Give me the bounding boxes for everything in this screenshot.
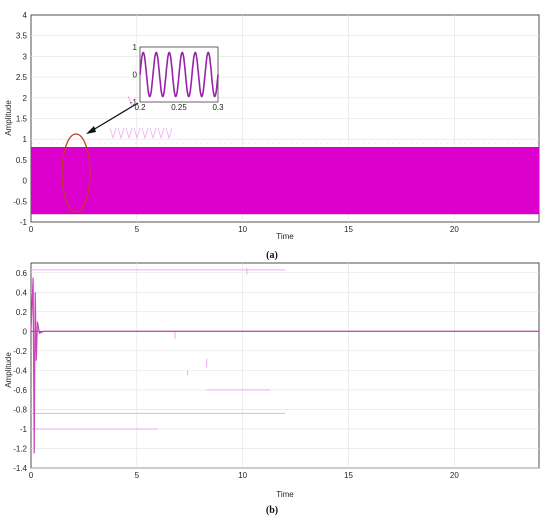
x-tick-label: 15 [344, 471, 353, 480]
inset-y-tick-label: 1 [133, 43, 138, 52]
y-tick-label: -1.4 [13, 464, 27, 473]
y-tick-label: 0.6 [16, 269, 28, 278]
y-tick-label: 1.5 [16, 115, 28, 124]
y-tick-label: -0.2 [13, 347, 27, 356]
zoom-arrow-head [86, 126, 96, 134]
y-tick-label: 4 [23, 11, 28, 20]
x-tick-label: 5 [135, 471, 140, 480]
y-tick-label: 0.4 [16, 288, 28, 297]
inset: 0.2 0.25 0.3 -1 0 1 [130, 43, 224, 112]
y-tick-label: -0.4 [13, 366, 27, 375]
y-tick-label: -1 [20, 425, 28, 434]
inset-y-ticks: -1 0 1 [130, 43, 138, 107]
ghost-strokes [109, 127, 173, 140]
y-tick-label: 3.5 [16, 32, 28, 41]
panel-b-caption: (b) [266, 505, 278, 516]
panel-a: 0 5 10 15 20 -1-0.500.511.522.533.54 Time Am… [4, 11, 540, 261]
panel-a-y-label: Amplitude [4, 100, 13, 136]
x-tick-label: 20 [450, 471, 459, 480]
panel-b: 0 5 10 15 20 -1.4 -1.2 -1 -0.8 -0.6 -0.4 -0.2 0 0.2 0… [4, 262, 540, 516]
response-curve [30, 277, 539, 454]
highlight-ellipse [61, 133, 91, 213]
y-tick-label: -1.2 [13, 444, 27, 453]
y-tick-label: 0.2 [16, 308, 28, 317]
x-tick-label: 15 [344, 225, 353, 234]
panel-a-y-ticks: -1 -0.5 0 0.5 1 1.5 2 2.5 3 3.5 4 [13, 11, 27, 227]
x-tick-label: 0 [29, 471, 34, 480]
y-tick-label: 1 [23, 135, 28, 144]
inset-x-ticks: 0.2 0.25 0.3 [134, 103, 224, 112]
inset-x-tick-label: 0.3 [212, 103, 224, 112]
panel-a-caption: (a) [266, 250, 278, 261]
x-tick-label: 10 [238, 471, 247, 480]
inset-signal [139, 51, 219, 98]
panel-a-x-label: Time [276, 232, 294, 241]
ghost-mark [127, 95, 133, 107]
y-tick-label: 2.5 [16, 73, 28, 82]
y-tick-label: -0.6 [13, 386, 27, 395]
panel-b-y-ticks: -1.4 -1.2 -1 -0.8 -0.6 -0.4 -0.2 0 0.2 0.4 0.6 [13, 269, 27, 473]
x-tick-label: 0 [29, 225, 34, 234]
inset-y-tick-label: 0 [133, 71, 138, 80]
panel-b-y-label: Amplitude [4, 352, 13, 388]
y-tick-label: -0.8 [13, 405, 27, 414]
zoom-arrow [87, 102, 139, 134]
y-tick-label: 0 [23, 177, 28, 186]
inset-x-tick-label: 0.2 [134, 103, 146, 112]
panel-a-x-ticks: 0 5 10 15 20 [29, 225, 460, 234]
x-tick-label: 20 [450, 225, 459, 234]
panel-b-x-ticks: 0 5 10 15 20 [29, 471, 460, 480]
y-tick-label: -1 [20, 218, 28, 227]
y-tick-label: 0 [23, 327, 28, 336]
x-tick-label: 5 [135, 225, 140, 234]
x-tick-label: 10 [238, 225, 247, 234]
y-tick-label: 0.5 [16, 156, 28, 165]
panel-b-plot-area [30, 262, 540, 469]
y-tick-label: -0.5 [13, 197, 27, 206]
panel-a-artifacts [33, 95, 539, 144]
inset-x-tick-label: 0.25 [171, 103, 187, 112]
y-tick-label: 3 [23, 52, 28, 61]
inset-y-tick-label: -1 [130, 98, 138, 107]
y-tick-label: 2 [23, 94, 28, 103]
signal-band [31, 147, 539, 214]
panel-b-x-label: Time [276, 490, 294, 499]
